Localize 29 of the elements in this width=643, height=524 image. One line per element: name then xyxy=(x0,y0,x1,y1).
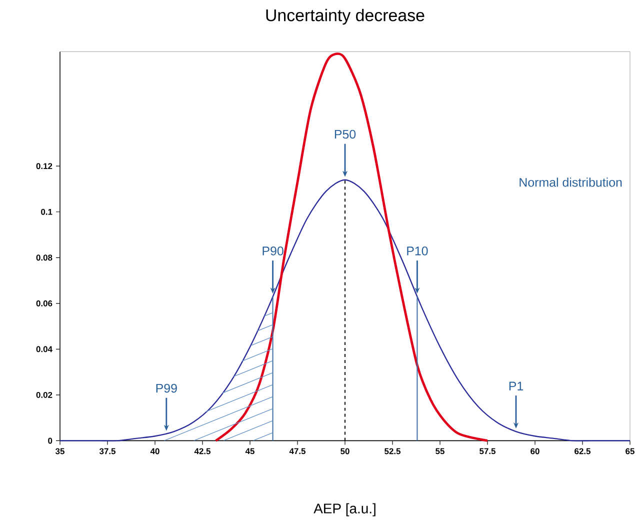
annotation: P10 xyxy=(407,246,428,256)
x-tick-label: 52.5 xyxy=(384,448,400,454)
x-tick-label: 47.5 xyxy=(289,448,306,454)
x-tick-label: 40 xyxy=(150,448,160,454)
y-tick-label: 0.1 xyxy=(41,208,52,215)
x-tick-label: 35 xyxy=(55,448,64,454)
x-tick-label: 45 xyxy=(245,448,254,454)
x-tick-label: 55 xyxy=(436,448,444,454)
x-axis-title: AEP [a.u.] xyxy=(314,503,376,516)
x-tick-label: 60 xyxy=(530,448,540,454)
y-tick-label: 0.12 xyxy=(36,163,52,170)
y-tick-label: 0.06 xyxy=(36,300,52,306)
annotation: Normal distribution xyxy=(520,178,622,187)
x-tick-label: 42.5 xyxy=(194,448,210,454)
line-series xyxy=(214,52,489,442)
annotation: P99 xyxy=(156,384,177,393)
x-tick-label: 37.5 xyxy=(99,448,116,454)
annotation: P50 xyxy=(334,130,356,139)
y-tick-label: 0.02 xyxy=(36,392,52,398)
y-tick-label: 0.04 xyxy=(36,346,52,352)
x-tick-label: 57.5 xyxy=(480,448,496,454)
y-tick-label: 0 xyxy=(48,438,52,444)
y-tick-label: 0.08 xyxy=(36,254,52,261)
chart-title: Uncertainty decrease xyxy=(266,8,424,25)
annotation: P90 xyxy=(262,246,284,256)
x-tick-label: 50 xyxy=(340,448,350,454)
annotation: P1 xyxy=(509,382,524,390)
x-tick-label: 62.5 xyxy=(574,448,591,454)
x-tick-label: 65 xyxy=(626,448,634,454)
